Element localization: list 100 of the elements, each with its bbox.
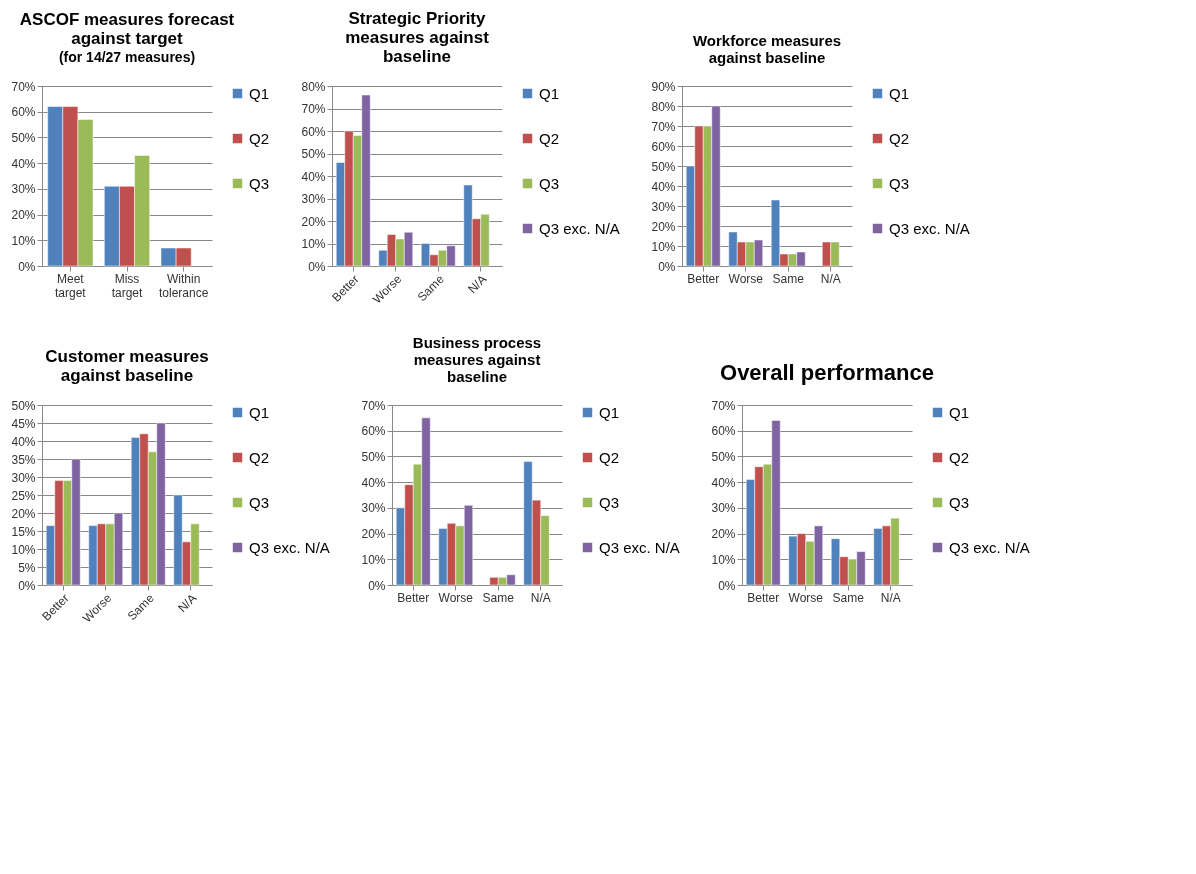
legend-label: Q3 exc. N/A (889, 219, 970, 237)
y-tick-label: 10% (711, 552, 736, 567)
legend-label: Q2 (249, 129, 270, 147)
y-tick-label: 20% (651, 219, 676, 234)
y-tick-label: 70% (301, 102, 326, 116)
y-tick-label: 40% (711, 475, 736, 490)
y-tick-label: 30% (11, 182, 36, 197)
y-tick-label: 50% (11, 130, 36, 145)
y-tick-label: 10% (11, 542, 36, 557)
y-tick-label: 70% (361, 398, 386, 413)
y-tick-label: 60% (711, 424, 736, 439)
y-tick-label: 30% (711, 501, 736, 516)
y-tick-label: 70% (711, 398, 736, 413)
legend-label: Q2 (249, 448, 270, 466)
x-tick-label: Same (482, 590, 515, 605)
chart-subtitle: (for 14/27 measures) (58, 49, 196, 65)
y-tick-label: 40% (11, 156, 36, 171)
legend-label: Q2 (949, 448, 970, 466)
legend-label: Q1 (249, 403, 270, 421)
x-tick-label: Worse (438, 590, 474, 605)
x-tick-label: Better (687, 271, 720, 286)
y-tick-label: 0% (18, 578, 36, 593)
y-tick-label: 35% (11, 452, 36, 467)
legend-label: Q3 exc. N/A (539, 219, 620, 237)
legend-label: Q3 (249, 174, 270, 192)
y-tick-label: 50% (651, 159, 676, 174)
x-tick-label: Better (397, 590, 430, 605)
legend-label: Q3 (539, 174, 560, 192)
x-tick-label: N/A (530, 590, 551, 605)
x-tick-label: Miss target (111, 271, 144, 300)
chart-title: Overall performance (720, 360, 934, 385)
x-tick-label: Worse (788, 590, 824, 605)
legend-label: Q3 (599, 493, 620, 511)
x-tick-label: N/A (465, 272, 490, 297)
y-tick-label: 10% (651, 239, 676, 254)
y-tick-label: 60% (651, 139, 676, 154)
y-tick-label: 90% (651, 79, 676, 94)
y-tick-label: 50% (11, 398, 36, 413)
legend-label: Q2 (889, 129, 910, 147)
chart-title: ASCOF measures forecast against target (19, 10, 235, 48)
y-tick-label: 0% (18, 259, 36, 274)
y-tick-label: 30% (301, 192, 326, 206)
y-tick-label: 50% (711, 449, 736, 464)
y-tick-label: 70% (651, 119, 676, 134)
x-tick-label: Same (772, 271, 805, 286)
y-tick-label: 10% (361, 552, 386, 567)
y-tick-label: 25% (11, 488, 36, 503)
legend-label: Q3 (249, 493, 270, 511)
y-tick-label: 60% (11, 105, 36, 120)
y-tick-label: 5% (18, 560, 36, 575)
y-tick-label: 10% (11, 233, 36, 248)
legend-label: Q1 (949, 403, 970, 421)
legend-label: Q2 (539, 129, 560, 147)
x-tick-label: Meet target (54, 271, 87, 300)
legend-label: Q1 (889, 84, 910, 102)
y-tick-label: 20% (301, 214, 326, 229)
y-tick-label: 15% (11, 524, 36, 539)
y-tick-label: 80% (651, 99, 676, 114)
y-tick-label: 60% (361, 424, 386, 439)
x-tick-label: N/A (175, 591, 200, 616)
y-tick-label: 0% (368, 578, 386, 593)
y-tick-label: 0% (658, 259, 676, 274)
x-tick-label: Worse (728, 271, 764, 286)
y-tick-label: 20% (11, 506, 36, 521)
y-tick-label: 60% (301, 124, 326, 139)
x-tick-label: N/A (820, 271, 841, 286)
y-tick-label: 40% (301, 169, 326, 184)
y-tick-label: 30% (361, 501, 386, 516)
x-tick-label: Better (747, 590, 780, 605)
chart-title: Customer measures against baseline (45, 347, 209, 385)
legend-label: Q3 exc. N/A (249, 538, 330, 556)
y-tick-label: 0% (308, 259, 326, 274)
y-tick-label: 30% (11, 470, 36, 485)
legend-label: Q1 (249, 84, 270, 102)
y-tick-label: 50% (361, 449, 386, 464)
legend-label: Q3 exc. N/A (949, 538, 1030, 556)
y-tick-label: 80% (301, 79, 326, 94)
legend-label: Q1 (539, 84, 560, 102)
y-tick-label: 20% (11, 208, 36, 223)
chart-title: Strategic Priority measures against baseline (345, 9, 490, 66)
legend-label: Q3 (889, 174, 910, 192)
x-tick-label: N/A (880, 590, 901, 605)
legend-label: Q3 exc. N/A (599, 538, 680, 556)
y-tick-label: 70% (11, 79, 36, 94)
y-tick-label: 20% (361, 527, 386, 542)
y-tick-label: 40% (11, 434, 36, 449)
y-tick-label: 10% (301, 237, 326, 251)
y-tick-label: 30% (651, 199, 676, 214)
x-tick-label: Within tolerance (158, 271, 209, 300)
chart-title: Business process measures against baseline (412, 334, 542, 385)
y-tick-label: 20% (711, 527, 736, 542)
legend-label: Q2 (599, 448, 620, 466)
y-tick-label: 50% (301, 147, 326, 161)
y-tick-label: 40% (651, 179, 676, 194)
y-tick-label: 45% (11, 416, 36, 431)
chart-title: Workforce measures against baseline (692, 32, 842, 66)
legend-label: Q3 (949, 493, 970, 511)
y-tick-label: 40% (361, 475, 386, 490)
legend-label: Q1 (599, 403, 620, 421)
x-tick-label: Same (832, 590, 865, 605)
